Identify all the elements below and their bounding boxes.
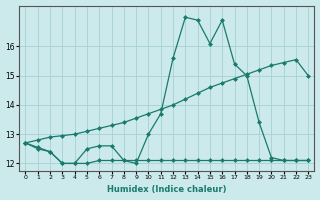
X-axis label: Humidex (Indice chaleur): Humidex (Indice chaleur) (107, 185, 227, 194)
